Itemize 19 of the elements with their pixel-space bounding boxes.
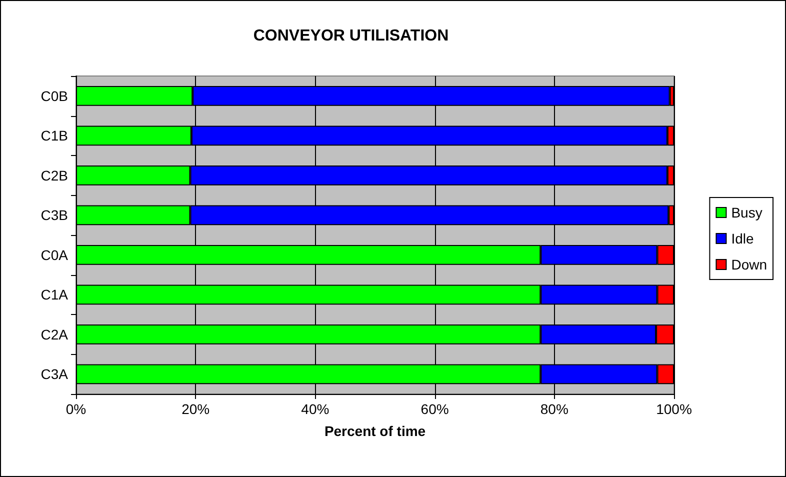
y-tick-label: C0A	[40, 246, 69, 263]
y-tick-label: C1B	[40, 128, 68, 144]
x-tick-label: 100%	[656, 401, 692, 417]
x-tick-label: 0%	[66, 401, 86, 417]
legend-label: Busy	[731, 204, 762, 220]
x-tick-label: 20%	[182, 401, 210, 417]
y-tick-label: C0B	[40, 88, 68, 104]
x-tick-label: 60%	[420, 401, 449, 417]
y-tick-label: C2A	[40, 326, 69, 342]
chart-title: CONVEYOR UTILISATION	[253, 28, 449, 44]
x-tick-label: 80%	[540, 401, 568, 417]
legend-label: Down	[731, 256, 768, 272]
x-axis-title: Percent of time	[324, 423, 426, 439]
x-tick-label: 40%	[301, 401, 330, 417]
y-tick-label: C2B	[40, 167, 68, 184]
y-tick-label: C3A	[40, 366, 69, 382]
y-tick-label: C1A	[40, 286, 69, 303]
y-tick-label: C3B	[40, 207, 68, 224]
legend-label: Idle	[731, 230, 754, 246]
